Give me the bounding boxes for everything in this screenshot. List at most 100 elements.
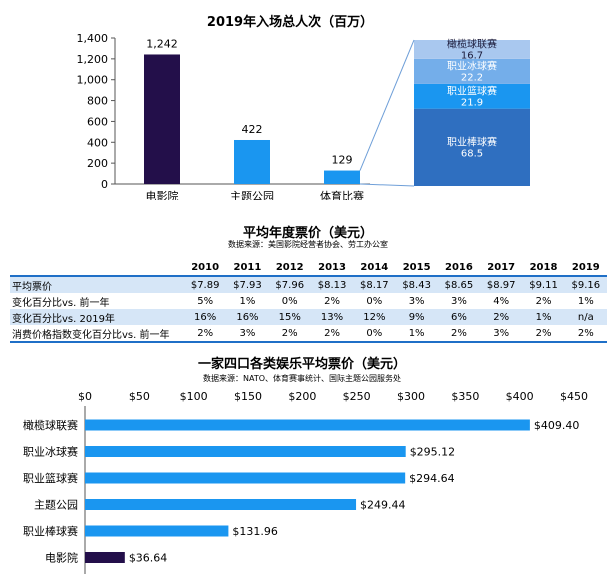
stack-segment-label: 橄榄球联赛 bbox=[447, 37, 497, 50]
bar bbox=[85, 525, 229, 537]
attendance-chart-title: 2019年入场总人次（百万） bbox=[207, 14, 373, 30]
table-header-year: 2017 bbox=[480, 259, 523, 277]
table-cell: 12% bbox=[353, 309, 396, 325]
bar bbox=[324, 170, 360, 184]
table-cell: 0% bbox=[366, 295, 383, 307]
y-category-label: 职业棒球赛 bbox=[23, 524, 78, 538]
table-cell: $9.16 bbox=[564, 275, 607, 293]
stack-segment-value: 21.9 bbox=[461, 97, 483, 108]
table-cell: $8.97 bbox=[480, 275, 523, 293]
breakdown-connector bbox=[359, 39, 415, 171]
table-cell: 16% bbox=[184, 309, 227, 325]
table-header-year: 2015 bbox=[395, 259, 438, 277]
table-cell: 2% bbox=[437, 325, 481, 343]
x-tick-label: $50 bbox=[129, 390, 150, 403]
bar bbox=[234, 139, 270, 184]
table-cell: $9.11 bbox=[522, 275, 565, 293]
family-ticket-chart-svg: 一家四口各类娱乐平均票价（美元） 数据来源：NATO、体育赛事统计、国际主题公园… bbox=[23, 356, 588, 574]
y-tick-label: 400 bbox=[87, 136, 108, 149]
x-category-label: 体育比赛 bbox=[320, 189, 364, 200]
table-cell: $8.43 bbox=[395, 275, 438, 293]
y-tick-label: 1,400 bbox=[77, 32, 109, 45]
table-row: 消费价格指数变化百分比vs. 前一年 2% 3% 2% 2% 0% 1% 2% 3% 2% 2% bbox=[10, 325, 607, 343]
attendance-chart-svg: 2019年入场总人次（百万） 0 200 400 600 800 1,000 1,200 1,… bbox=[77, 14, 530, 200]
table-header-year: 2016 bbox=[437, 259, 481, 277]
table-cell: 15% bbox=[268, 309, 311, 325]
table-header-year: 2013 bbox=[310, 259, 354, 277]
table-cell: $8.13 bbox=[310, 275, 354, 293]
table-cell: 0% bbox=[281, 295, 298, 307]
ticket-price-table-section: 平均年度票价（美元） 数据来源：美国影院经营者协会、劳工办公室 2010 2011… bbox=[0, 216, 616, 346]
table-cell: 4% bbox=[493, 295, 510, 307]
bar-value-label: $294.64 bbox=[409, 472, 455, 485]
table-cell: 3% bbox=[226, 325, 269, 343]
x-tick-label: $0 bbox=[78, 390, 92, 403]
table-header-year: 2010 bbox=[184, 259, 227, 277]
family-ticket-chart-title: 一家四口各类娱乐平均票价（美元） bbox=[198, 356, 406, 372]
table-cell: 2% bbox=[535, 295, 552, 307]
stack-segment-label: 职业棒球赛 bbox=[447, 135, 497, 148]
table-cell: 2% bbox=[564, 325, 607, 343]
y-tick-label: 600 bbox=[87, 115, 108, 128]
family-ticket-chart-source: 数据来源：NATO、体育赛事统计、国际主题公园服务处 bbox=[203, 373, 401, 383]
x-tick-label: $450 bbox=[560, 390, 588, 403]
stack-segment-label: 职业篮球赛 bbox=[447, 84, 497, 97]
table-cell: $7.89 bbox=[184, 275, 227, 293]
table-header-row: 2010 2011 2012 2013 2014 2015 2016 2017 2018 2019 bbox=[10, 259, 607, 277]
breakdown-connector bbox=[359, 183, 415, 187]
table-cell: 2% bbox=[310, 325, 354, 343]
x-tick-label: $100 bbox=[180, 390, 208, 403]
bar-value-label: $409.40 bbox=[534, 419, 580, 432]
table-header-year: 2011 bbox=[226, 259, 269, 277]
table-cell: 3% bbox=[450, 295, 467, 307]
bar-value-label: 422 bbox=[242, 123, 263, 136]
table-cell: 0% bbox=[353, 325, 396, 343]
stack-segment-label: 职业冰球赛 bbox=[447, 59, 497, 72]
table-header-year: 2018 bbox=[522, 259, 565, 277]
bar-value-label: $131.96 bbox=[232, 525, 278, 538]
x-tick-label: $350 bbox=[451, 390, 479, 403]
x-tick-label: $250 bbox=[343, 390, 371, 403]
stack-segment bbox=[414, 58, 530, 84]
attendance-chart: 2019年入场总人次（百万） 0 200 400 600 800 1,000 1,200 1,… bbox=[0, 0, 616, 200]
x-tick-label: $400 bbox=[506, 390, 534, 403]
table-cell: $8.17 bbox=[353, 275, 396, 293]
table-header-corner bbox=[10, 259, 184, 277]
ticket-price-table: 2010 2011 2012 2013 2014 2015 2016 2017 2018 2019… bbox=[10, 259, 607, 343]
table-cell: n/a bbox=[564, 309, 607, 325]
y-category-label: 电影院 bbox=[45, 551, 78, 565]
bar bbox=[85, 499, 357, 510]
table-cell: 5% bbox=[197, 295, 214, 307]
table-cell: 16% bbox=[226, 309, 269, 325]
table-cell: $7.96 bbox=[268, 275, 311, 293]
y-category-label: 橄榄球联赛 bbox=[23, 418, 78, 432]
table-header-year: 2014 bbox=[353, 259, 396, 277]
table-cell: 1% bbox=[577, 295, 594, 307]
table-cell: 13% bbox=[310, 309, 354, 325]
y-category-label: 职业冰球赛 bbox=[23, 445, 78, 459]
table-cell: 2% bbox=[522, 325, 565, 343]
table-cell: 2% bbox=[268, 325, 311, 343]
y-tick-label: 1,200 bbox=[77, 53, 109, 66]
table-cell: 1% bbox=[522, 309, 565, 325]
table-cell: 3% bbox=[408, 295, 425, 307]
bar-value-label: $249.44 bbox=[360, 499, 406, 512]
bar-value-label: 129 bbox=[332, 154, 353, 167]
bar bbox=[144, 54, 180, 184]
bar bbox=[85, 446, 406, 457]
ticket-price-table-source: 数据来源：美国影院经营者协会、劳工办公室 bbox=[228, 240, 388, 249]
bar bbox=[85, 472, 406, 484]
y-category-label: 主题公园 bbox=[34, 499, 78, 512]
y-tick-label: 1,000 bbox=[77, 74, 109, 87]
table-row: 变化百分比vs. 2019年 16% 16% 15% 13% 12% 9% 6% 2% 1% n/a bbox=[10, 309, 607, 325]
x-category-label: 电影院 bbox=[146, 189, 179, 200]
table-cell: $8.65 bbox=[437, 275, 481, 293]
table-header-year: 2012 bbox=[268, 259, 311, 277]
table-row-label: 消费价格指数变化百分比vs. 前一年 bbox=[10, 325, 184, 343]
bar-value-label: 1,242 bbox=[146, 37, 178, 50]
table-cell: 3% bbox=[480, 325, 523, 343]
stack-segment-value: 16.7 bbox=[461, 50, 483, 61]
bar-value-label: $295.12 bbox=[410, 446, 456, 459]
table-row: 平均票价 $7.89 $7.93 $7.96 $8.13 $8.17 $8.43 $8.65 $… bbox=[10, 275, 607, 293]
table-cell: 2% bbox=[480, 309, 523, 325]
